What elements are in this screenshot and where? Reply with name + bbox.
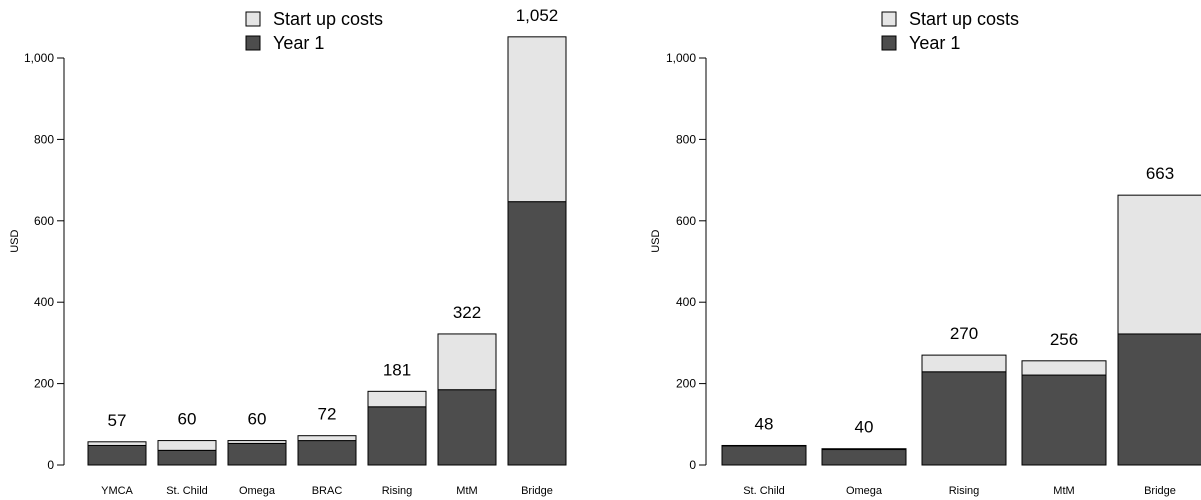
bar-year1-bridge xyxy=(507,201,567,466)
y-axis-label: USD xyxy=(9,229,21,252)
y-tick-label: 400 xyxy=(34,295,54,309)
bar-year1-mtm xyxy=(437,389,497,466)
y-tick-label: 600 xyxy=(676,214,696,228)
total-label-rising: 181 xyxy=(383,360,411,379)
total-label-bridge: 663 xyxy=(1146,164,1174,183)
bar-year1-ymca xyxy=(87,444,147,466)
y-tick-label: 800 xyxy=(676,132,696,146)
chart-right: 0 200 400 600 800 1,000 USD 48 St. Child 40 Omega 2… xyxy=(650,9,1201,497)
bar-year1-rising xyxy=(367,406,427,466)
y-tick-label: 1,000 xyxy=(666,51,696,65)
legend-swatch-year-1 xyxy=(245,35,261,51)
bar-startup-rising xyxy=(921,354,1007,373)
bar-year1-st-child xyxy=(721,445,807,466)
bar-startup-rising xyxy=(367,390,427,408)
bar-startup-omega xyxy=(821,448,907,451)
category-label-rising: Rising xyxy=(949,485,980,497)
legend-swatch-year-1 xyxy=(881,35,897,51)
bar-startup-mtm xyxy=(1021,360,1107,376)
bar-startup-bridge xyxy=(507,36,567,203)
legend-label-year-1: Year 1 xyxy=(909,33,960,53)
bar-startup-bridge xyxy=(1117,194,1201,335)
total-label-brac: 72 xyxy=(318,405,337,424)
total-label-mtm: 322 xyxy=(453,303,481,322)
total-label-mtm: 256 xyxy=(1050,330,1078,349)
bar-year1-omega xyxy=(821,449,907,466)
legend-label-year-1: Year 1 xyxy=(273,33,324,53)
total-label-st-child: 60 xyxy=(178,410,197,429)
bar-year1-mtm xyxy=(1021,374,1107,466)
y-tick-label: 200 xyxy=(676,377,696,391)
bar-year1-brac xyxy=(297,440,357,466)
total-label-omega: 40 xyxy=(855,418,874,437)
y-tick-label: 200 xyxy=(34,377,54,391)
bar-year1-st-child xyxy=(157,449,217,466)
category-label-mtm: MtM xyxy=(456,485,477,497)
chart-left: 0 200 400 600 800 1,000 USD 57 YMCA 60 St. Child 60… xyxy=(9,6,567,497)
bar-startup-st-child xyxy=(157,440,217,451)
category-label-bridge: Bridge xyxy=(1144,485,1176,497)
category-label-rising: Rising xyxy=(382,485,413,497)
y-tick-label: 400 xyxy=(676,295,696,309)
bar-startup-mtm xyxy=(437,333,497,391)
category-label-st-child: St. Child xyxy=(743,485,785,497)
total-label-rising: 270 xyxy=(950,324,978,343)
y-axis-label: USD xyxy=(650,229,662,252)
bar-startup-ymca xyxy=(87,441,147,446)
bar-year1-rising xyxy=(921,371,1007,466)
bar-startup-omega xyxy=(227,440,287,444)
category-label-st-child: St. Child xyxy=(166,485,208,497)
bar-year1-omega xyxy=(227,442,287,466)
category-label-brac: BRAC xyxy=(312,485,343,497)
bar-startup-brac xyxy=(297,435,357,442)
legend-label-start-up-costs: Start up costs xyxy=(909,9,1019,29)
y-tick-label: 800 xyxy=(34,132,54,146)
total-label-omega: 60 xyxy=(248,410,267,429)
total-label-bridge: 1,052 xyxy=(516,6,559,25)
total-label-ymca: 57 xyxy=(108,411,127,430)
category-label-bridge: Bridge xyxy=(521,485,553,497)
total-label-st-child: 48 xyxy=(755,414,774,433)
category-label-omega: Omega xyxy=(846,485,883,497)
legend-swatch-start-up-costs xyxy=(245,11,261,27)
category-label-ymca: YMCA xyxy=(101,485,133,497)
category-label-omega: Omega xyxy=(239,485,276,497)
legend-label-start-up-costs: Start up costs xyxy=(273,9,383,29)
category-label-mtm: MtM xyxy=(1053,485,1074,497)
y-tick-label: 0 xyxy=(47,458,54,472)
legend-swatch-start-up-costs xyxy=(881,11,897,27)
bar-year1-bridge xyxy=(1117,333,1201,466)
y-tick-label: 1,000 xyxy=(24,51,54,65)
y-tick-label: 0 xyxy=(689,458,696,472)
y-tick-label: 600 xyxy=(34,214,54,228)
